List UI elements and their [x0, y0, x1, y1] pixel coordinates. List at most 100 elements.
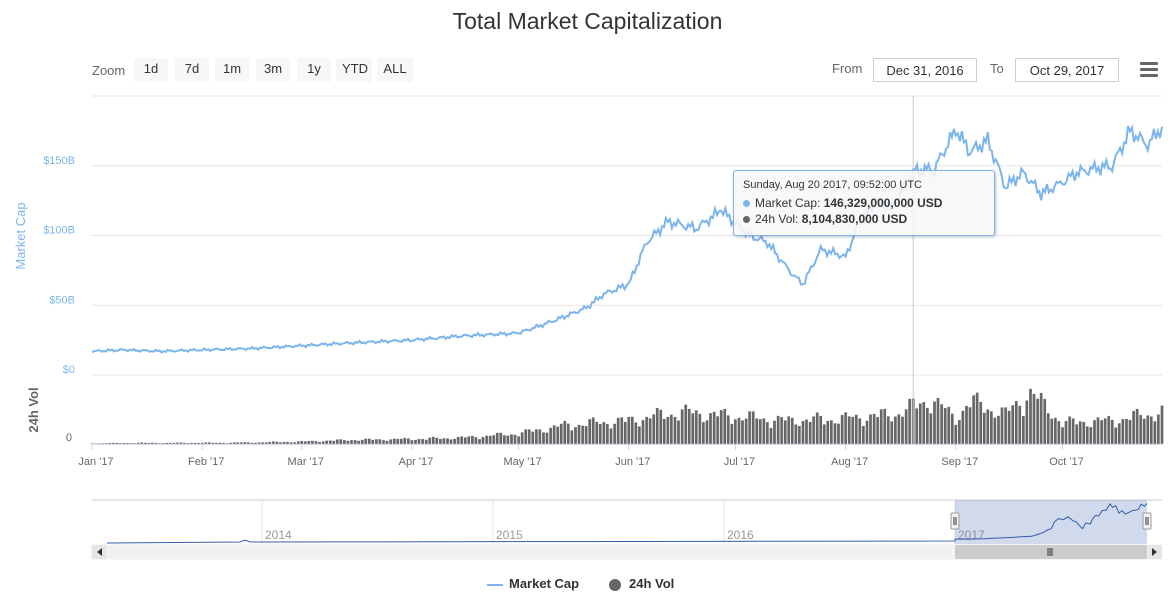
y-tick-label: $150B	[43, 155, 75, 167]
volume-bar	[545, 432, 549, 445]
volume-bar	[165, 442, 169, 445]
circle-swatch-icon	[609, 578, 621, 591]
volume-bar	[200, 442, 204, 445]
volume-bar	[634, 422, 638, 445]
volume-bar	[260, 442, 265, 445]
volume-bar	[399, 438, 403, 445]
volume-bar	[669, 414, 674, 445]
volume-bar	[730, 423, 734, 445]
volume-bar	[883, 408, 887, 445]
market-cap-line	[91, 124, 1163, 354]
zoom-button-all[interactable]: ALL	[377, 58, 413, 82]
x-tick-label: Feb '17	[188, 456, 224, 468]
volume-bar	[897, 414, 901, 445]
volume-bar	[1046, 413, 1050, 445]
volume-bar	[1025, 400, 1029, 445]
volume-bar	[221, 442, 226, 445]
volume-bar	[108, 442, 112, 445]
volume-bar	[392, 438, 396, 445]
volume-bar	[93, 443, 98, 445]
volume-bar	[996, 415, 1001, 445]
volume-bar	[356, 440, 361, 445]
volume-bar	[179, 442, 183, 445]
volume-bar	[360, 439, 364, 445]
volume-bar	[641, 419, 645, 445]
volume-bar	[584, 425, 588, 445]
volume-bar	[804, 419, 809, 445]
range-to-label: To	[990, 61, 1004, 76]
volume-bar	[1039, 392, 1043, 445]
volume-bar	[186, 442, 190, 445]
range-from-label: From	[832, 61, 863, 76]
volume-bar	[125, 442, 130, 445]
volume-bar	[271, 441, 275, 445]
volume-bar	[204, 442, 208, 445]
volume-bar	[939, 403, 944, 445]
volume-bar	[1096, 417, 1100, 445]
volume-bar	[993, 417, 997, 445]
volume-bar	[232, 442, 236, 445]
volume-bar	[488, 435, 492, 445]
volume-bar	[406, 438, 411, 445]
zoom-button-1d[interactable]: 1d	[134, 58, 168, 82]
volume-bar	[1156, 414, 1161, 445]
volume-bar	[829, 419, 834, 445]
zoom-button-1y[interactable]: 1y	[297, 58, 331, 82]
volume-bar	[765, 421, 770, 445]
legend-item-24h-vol[interactable]: 24h Vol	[609, 576, 674, 591]
volume-bar	[214, 442, 219, 445]
chart-title: Total Market Capitalization	[452, 8, 723, 34]
volume-bar	[723, 408, 727, 445]
volume-bar	[943, 407, 947, 445]
volume-bar	[143, 442, 147, 445]
volume-bar	[321, 441, 325, 445]
volume-bar	[445, 438, 450, 445]
volume-bar	[904, 408, 908, 445]
volume-bar	[655, 407, 659, 445]
volume-bar	[101, 442, 105, 445]
volume-bar	[929, 413, 933, 445]
volume-bar	[851, 416, 855, 445]
navigator-handle	[950, 512, 960, 530]
volume-bar	[662, 418, 666, 445]
volume-bar	[620, 417, 624, 445]
x-tick-label: Jun '17	[615, 456, 650, 468]
range-from-input[interactable]	[873, 58, 977, 82]
y-tick-label: $100B	[43, 225, 75, 237]
hamburger-menu-icon[interactable]	[1140, 62, 1158, 78]
volume-bar	[925, 407, 930, 445]
x-tick-label: May '17	[503, 456, 541, 468]
volume-bar	[364, 438, 368, 445]
volume-bar	[310, 440, 315, 445]
zoom-button-ytd[interactable]: YTD	[336, 58, 372, 82]
range-to-input[interactable]	[1015, 58, 1119, 82]
volume-bar	[968, 406, 972, 445]
volume-bar	[573, 426, 578, 445]
zoom-button-3m[interactable]: 3m	[256, 58, 290, 82]
volume-bar	[97, 443, 101, 445]
volume-bar	[922, 401, 926, 445]
volume-bar	[484, 435, 489, 445]
legend-item-market-cap[interactable]: Market Cap	[487, 576, 579, 591]
volume-bar	[193, 442, 197, 445]
volume-bar	[314, 440, 318, 445]
volume-bar	[598, 423, 602, 445]
volume-bar	[154, 442, 158, 445]
volume-bar	[118, 442, 123, 445]
x-tick-label: Aug '17	[831, 456, 868, 468]
zoom-button-7d[interactable]: 7d	[175, 58, 209, 82]
volume-bar	[1000, 407, 1004, 445]
volume-bar	[243, 441, 247, 445]
x-tick-label: Jan '17	[78, 456, 113, 468]
volume-bar	[303, 441, 307, 445]
chevron-right-icon	[1152, 548, 1157, 556]
tooltip-row-24h-vol: 24h Vol: 8,104,830,000 USD	[743, 211, 985, 227]
volume-bar	[467, 436, 471, 445]
volume-bar	[324, 440, 329, 445]
volume-bar	[915, 408, 919, 445]
volume-bar	[875, 416, 880, 445]
volume-bar	[1149, 416, 1153, 445]
zoom-button-1m[interactable]: 1m	[215, 58, 249, 82]
volume-bar	[957, 419, 962, 445]
volume-bar	[300, 440, 304, 445]
